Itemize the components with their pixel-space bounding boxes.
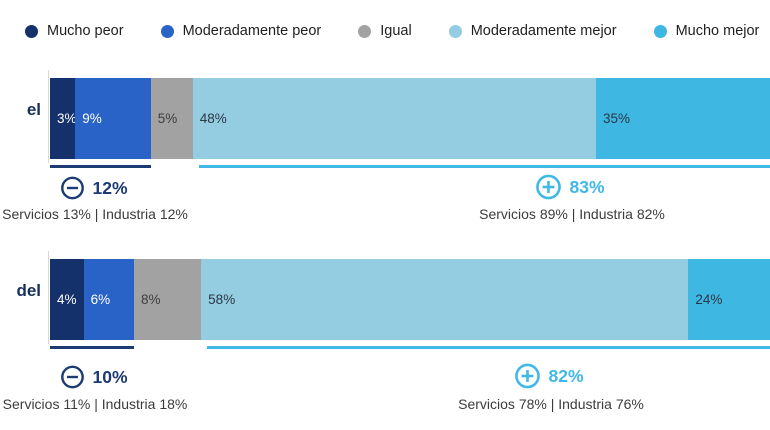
negative-total: 10% (60, 365, 128, 389)
axis-tick (48, 70, 49, 163)
plus-circle-icon (515, 363, 540, 389)
segment-value-label: 8% (140, 292, 161, 307)
bar-viewport: 4% 6% 8% 58% 24% (50, 251, 770, 353)
positive-total: 82% (514, 363, 584, 389)
bar-segment: 3% (50, 78, 77, 159)
segment-value-label: 3% (57, 111, 77, 126)
segment-value-label: 24% (695, 292, 723, 307)
segment-value-label: 35% (602, 111, 630, 126)
bar-row-1: el 3% 9% 5% 48% 35% 12% Servicios 13% | … (0, 70, 770, 240)
segment-value-label: 6% (90, 292, 111, 307)
minus-circle-icon (61, 365, 84, 389)
legend-dot-icon (25, 24, 38, 38)
plus-circle-icon (536, 174, 561, 200)
negative-underline (50, 165, 151, 168)
positive-total-value: 82% (548, 365, 584, 386)
stacked-bar: 3% 9% 5% 48% 35% (50, 78, 770, 159)
negative-breakdown: Servicios 11% | Industria 18% (2, 396, 188, 412)
bar-segment: 24% (688, 259, 770, 340)
segment-value-label: 48% (199, 111, 227, 126)
bar-segment: 4% (50, 259, 84, 340)
positive-underline (207, 346, 770, 349)
negative-breakdown: Servicios 13% | Industria 12% (2, 206, 188, 222)
legend-dot-icon (358, 24, 372, 38)
legend-label: Moderadamente peor (182, 23, 322, 39)
legend-item-moderadamente-mejor[interactable]: Moderadamente mejor (448, 23, 617, 39)
negative-underline (50, 346, 134, 349)
segment-value-label: 9% (82, 111, 102, 126)
positive-total: 83% (535, 174, 605, 200)
segment-value-label: 4% (57, 292, 77, 307)
legend-dot-icon (448, 24, 462, 38)
legend-label: Igual (380, 23, 412, 39)
positive-underline (198, 165, 770, 168)
bar-segment: 58% (201, 259, 689, 340)
legend-item-mucho-peor[interactable]: Mucho peor (25, 23, 124, 39)
bar-segment: 35% (595, 78, 770, 159)
bar-row-2: del 4% 6% 8% 58% 24% 10% Servicios 11% |… (0, 251, 770, 421)
legend-dot-icon (160, 24, 174, 38)
legend-item-moderadamente-peor[interactable]: Moderadamente peor (160, 23, 322, 39)
positive-breakdown: Servicios 89% | Industria 82% (479, 206, 665, 222)
legend-label: Moderadamente mejor (470, 23, 617, 39)
positive-total-value: 83% (569, 176, 605, 197)
bar-segment: 48% (192, 78, 596, 159)
axis-tick (48, 251, 49, 344)
segment-value-label: 5% (157, 111, 178, 126)
negative-total: 12% (60, 176, 128, 200)
bar-viewport: 3% 9% 5% 48% 35% (50, 70, 770, 172)
legend-item-mucho-mejor[interactable]: Mucho mejor (653, 23, 760, 39)
positive-breakdown: Servicios 78% | Industria 76% (458, 396, 644, 412)
negative-total-value: 10% (92, 366, 128, 387)
legend-item-igual[interactable]: Igual (358, 23, 412, 39)
legend-label: Mucho peor (47, 23, 124, 39)
row-label: del (16, 281, 41, 300)
bar-segment: 6% (83, 259, 134, 340)
bar-segment: 8% (133, 259, 202, 340)
bar-segment: 5% (150, 78, 193, 159)
stacked-bar: 4% 6% 8% 58% 24% (50, 259, 770, 340)
legend-dot-icon (653, 24, 667, 38)
bar-segment: 9% (75, 78, 151, 159)
legend-label: Mucho mejor (675, 23, 760, 39)
negative-total-value: 12% (92, 177, 128, 198)
segment-value-label: 58% (208, 292, 236, 307)
minus-circle-icon (61, 176, 84, 200)
chart-legend: Mucho peor Moderadamente peor Igual Mode… (25, 23, 760, 39)
row-label: el (26, 100, 41, 119)
